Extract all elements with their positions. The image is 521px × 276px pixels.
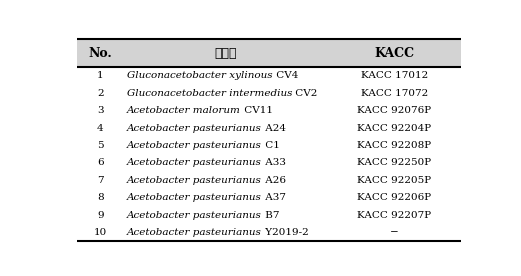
Text: 4: 4 bbox=[97, 124, 104, 132]
Text: Gluconacetobacter intermedius: Gluconacetobacter intermedius bbox=[127, 89, 292, 98]
Text: Acetobacter pasteurianus: Acetobacter pasteurianus bbox=[127, 158, 262, 168]
Text: KACC 92250P: KACC 92250P bbox=[357, 158, 431, 168]
Text: KACC 17012: KACC 17012 bbox=[361, 71, 428, 80]
Text: A33: A33 bbox=[262, 158, 286, 168]
Bar bbox=[77, 39, 461, 67]
Text: 균주명: 균주명 bbox=[214, 47, 237, 60]
Text: C1: C1 bbox=[262, 141, 280, 150]
Text: KACC 92208P: KACC 92208P bbox=[357, 141, 431, 150]
Text: KACC 92205P: KACC 92205P bbox=[357, 176, 431, 185]
Text: KACC 92204P: KACC 92204P bbox=[357, 124, 431, 132]
Text: A24: A24 bbox=[262, 124, 286, 132]
Text: Acetobacter pasteurianus: Acetobacter pasteurianus bbox=[127, 176, 262, 185]
Text: A26: A26 bbox=[262, 176, 286, 185]
Text: 6: 6 bbox=[97, 158, 104, 168]
Text: KACC 92206P: KACC 92206P bbox=[357, 193, 431, 202]
Text: 8: 8 bbox=[97, 193, 104, 202]
Text: CV4: CV4 bbox=[272, 71, 298, 80]
Text: 7: 7 bbox=[97, 176, 104, 185]
Text: No.: No. bbox=[89, 47, 113, 60]
Text: 10: 10 bbox=[94, 228, 107, 237]
Text: 9: 9 bbox=[97, 211, 104, 220]
Text: A37: A37 bbox=[262, 193, 286, 202]
Text: Gluconacetobacter xylinous: Gluconacetobacter xylinous bbox=[127, 71, 272, 80]
Text: 3: 3 bbox=[97, 106, 104, 115]
Text: Acetobacter pasteurianus: Acetobacter pasteurianus bbox=[127, 124, 262, 132]
Text: Y2019-2: Y2019-2 bbox=[262, 228, 308, 237]
Text: KACC 92076P: KACC 92076P bbox=[357, 106, 431, 115]
Text: KACC 92207P: KACC 92207P bbox=[357, 211, 431, 220]
Text: KACC: KACC bbox=[374, 47, 414, 60]
Text: B7: B7 bbox=[262, 211, 279, 220]
Text: CV2: CV2 bbox=[292, 89, 318, 98]
Text: Acetobacter pasteurianus: Acetobacter pasteurianus bbox=[127, 141, 262, 150]
Text: KACC 17072: KACC 17072 bbox=[361, 89, 428, 98]
Text: Acetobacter pasteurianus: Acetobacter pasteurianus bbox=[127, 211, 262, 220]
Text: Acetobacter pasteurianus: Acetobacter pasteurianus bbox=[127, 193, 262, 202]
Text: 2: 2 bbox=[97, 89, 104, 98]
Text: −: − bbox=[390, 228, 399, 237]
Text: 5: 5 bbox=[97, 141, 104, 150]
Text: Acetobacter pasteurianus: Acetobacter pasteurianus bbox=[127, 228, 262, 237]
Text: Acetobacter malorum: Acetobacter malorum bbox=[127, 106, 241, 115]
Text: 1: 1 bbox=[97, 71, 104, 80]
Text: CV11: CV11 bbox=[241, 106, 273, 115]
